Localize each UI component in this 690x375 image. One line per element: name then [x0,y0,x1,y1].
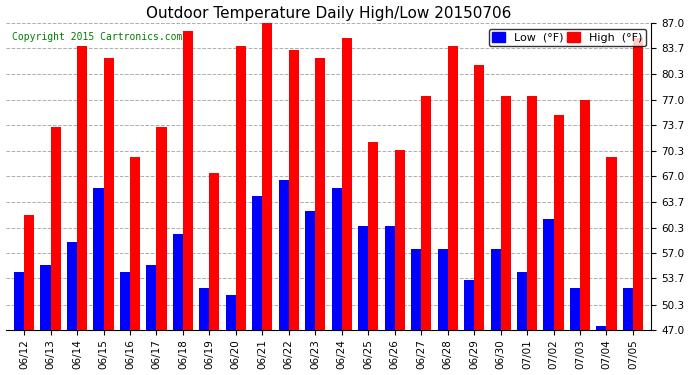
Bar [342,39,352,330]
Bar [553,115,564,330]
Bar [279,180,289,330]
Bar [315,58,326,330]
Bar [67,242,77,330]
Bar [289,50,299,330]
Bar [226,296,236,330]
Bar [305,211,315,330]
Bar [332,188,342,330]
Bar [262,19,273,330]
Bar [384,226,395,330]
Bar [623,288,633,330]
Bar [77,46,87,330]
Bar [236,46,246,330]
Bar [607,157,617,330]
Bar [209,172,219,330]
Bar [527,96,537,330]
Bar [544,219,553,330]
Text: Copyright 2015 Cartronics.com: Copyright 2015 Cartronics.com [12,32,182,42]
Bar [41,265,50,330]
Bar [570,288,580,330]
Bar [146,265,157,330]
Bar [173,234,183,330]
Bar [358,226,368,330]
Bar [437,249,448,330]
Bar [130,157,140,330]
Bar [24,215,34,330]
Bar [580,100,590,330]
Bar [199,288,209,330]
Bar [500,96,511,330]
Bar [633,39,643,330]
Bar [596,326,607,330]
Bar [120,272,130,330]
Bar [448,46,457,330]
Bar [517,272,527,330]
Bar [368,142,378,330]
Title: Outdoor Temperature Daily High/Low 20150706: Outdoor Temperature Daily High/Low 20150… [146,6,511,21]
Bar [411,249,421,330]
Legend: Low  (°F), High  (°F): Low (°F), High (°F) [489,28,646,46]
Bar [395,150,405,330]
Bar [104,58,114,330]
Bar [157,127,166,330]
Bar [491,249,500,330]
Bar [183,31,193,330]
Bar [253,196,262,330]
Bar [50,127,61,330]
Bar [474,65,484,330]
Bar [93,188,104,330]
Bar [464,280,474,330]
Bar [14,272,24,330]
Bar [421,96,431,330]
